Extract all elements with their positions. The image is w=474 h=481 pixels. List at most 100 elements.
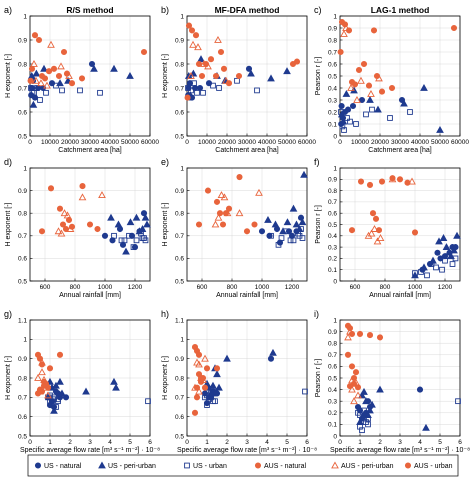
y-tick-label: 0.9 <box>328 177 337 184</box>
data-point-aus-triangle <box>344 333 352 341</box>
chart-panel-d: 600 800 1000 1200 0.5 0.6 0.7 0.8 0.9 1 Annual rai… <box>4 157 151 299</box>
data-point-aus-circle <box>60 48 68 56</box>
y-tick-label: 0.2 <box>328 109 337 116</box>
data-point-aus-triangle <box>187 71 195 79</box>
data-point-us-circle <box>266 232 273 239</box>
y-axis-label: Pearson r [-] <box>315 359 322 398</box>
data-points <box>34 351 151 414</box>
y-tick-label: 0.5 <box>175 278 184 285</box>
data-point-us-triangle <box>420 263 428 271</box>
data-point-aus-circle <box>378 88 386 95</box>
y-axis-label: H exponent [-] <box>162 54 169 98</box>
legend-label: US - natural <box>44 463 82 470</box>
data-point-us-triangle <box>32 69 41 77</box>
y-tick-label: 0 <box>333 433 337 440</box>
data-point-us-triangle <box>420 83 428 91</box>
data-point-aus-triangle <box>65 71 73 79</box>
y-tick-label: 0.7 <box>18 85 27 92</box>
data-point-us-square <box>133 237 140 244</box>
data-point-us-triangle <box>40 64 48 72</box>
data-point-us-square <box>290 237 297 244</box>
data-point-us-triangle <box>360 387 368 395</box>
data-point-us-triangle <box>126 71 134 79</box>
data-point-us-square <box>428 261 435 267</box>
data-point-us-square <box>208 390 214 397</box>
data-point-aus-triangle <box>36 387 44 395</box>
data-point-aus-circle <box>337 48 344 56</box>
data-point-us-square <box>387 115 393 121</box>
panel-letter: f) <box>314 157 320 167</box>
y-tick-label: 0.6 <box>328 211 337 218</box>
data-point-us-triangle <box>223 354 231 362</box>
data-point-aus-circle <box>344 351 352 358</box>
data-point-us-triangle <box>298 218 307 226</box>
data-point-aus-circle <box>68 80 76 87</box>
y-tick-label: 0.7 <box>175 85 184 92</box>
data-points <box>38 183 151 255</box>
data-point-us-triangle <box>141 213 150 221</box>
data-point-us-square <box>283 228 289 235</box>
data-point-us-circle <box>285 228 293 235</box>
x-tick-label: 5 <box>438 439 442 446</box>
y-tick-label: 0 <box>333 278 337 285</box>
y-tick-label: 0.9 <box>175 37 184 44</box>
data-point-us-triangle <box>376 385 384 393</box>
y-tick-label: 0.7 <box>175 233 184 240</box>
data-point-us-circle <box>128 232 136 239</box>
data-point-us-circle <box>288 232 296 239</box>
y-axis-label: Pearson r [-] <box>315 57 322 96</box>
data-point-aus-triangle <box>63 211 72 219</box>
data-point-us-triangle <box>450 246 458 254</box>
y-tick-label: 1 <box>23 165 27 172</box>
data-point-us-triangle <box>342 89 351 97</box>
data-point-us-circle <box>416 386 424 393</box>
x-tick-label: 3 <box>245 439 249 446</box>
y-tick-label: 0.7 <box>18 233 27 240</box>
legend: US - natural US - peri-urban US - urban AUS… <box>27 454 459 477</box>
y-tick-label: 0.9 <box>18 188 27 195</box>
legend-item: US - urban <box>184 462 227 470</box>
x-tick-label: 40000 <box>411 139 429 146</box>
data-point-aus-triangle <box>204 62 212 70</box>
y-tick-label: 0.6 <box>328 364 337 371</box>
data-point-us-square <box>357 412 363 418</box>
x-tick-label: 10000 <box>41 139 59 146</box>
data-point-us-square <box>339 123 346 130</box>
legend-item: US - peri-urban <box>98 461 156 470</box>
y-tick-label: 0.3 <box>328 97 337 104</box>
data-point-us-square <box>200 89 206 96</box>
x-tick-label: 4 <box>108 439 112 446</box>
y-tick-label: 0.6 <box>18 256 27 263</box>
data-point-aus-circle <box>41 75 49 82</box>
data-point-us-square <box>53 82 59 89</box>
data-point-us-square <box>275 241 282 248</box>
data-points <box>184 22 301 101</box>
data-point-us-square <box>204 392 210 399</box>
chart-panel-e: 600 800 1000 1200 0.5 0.6 0.7 0.8 0.9 1 Annual rai… <box>161 157 308 299</box>
y-tick-label: 1 <box>180 337 184 344</box>
y-axis-label: H exponent [-] <box>162 356 169 400</box>
data-point-us-triangle <box>110 377 118 385</box>
y-tick-label: 0.4 <box>328 233 337 240</box>
x-tick-label: 0 <box>185 139 189 146</box>
data-point-us-square <box>418 269 424 275</box>
y-tick-label: 0.1 <box>328 422 337 429</box>
plot-frame <box>186 167 308 282</box>
y-tick-label: 0.1 <box>328 121 337 128</box>
x-tick-label: 10000 <box>198 139 216 146</box>
x-tick-label: 0 <box>185 439 189 446</box>
y-tick-label: 0.6 <box>18 414 27 421</box>
data-point-us-square <box>51 396 57 403</box>
data-point-us-triangle <box>247 69 255 77</box>
y-tick-label: 0.6 <box>328 61 337 68</box>
data-point-aus-triangle <box>364 231 373 239</box>
data-point-aus-circle <box>212 72 220 80</box>
y-tick-label: 0.9 <box>175 188 184 195</box>
data-point-us-triangle <box>52 381 60 389</box>
y-tick-label: 0.4 <box>328 387 337 394</box>
data-point-aus-triangle <box>340 29 348 37</box>
legend-marker-circle <box>34 462 42 469</box>
data-point-aus-circle <box>355 66 363 74</box>
x-tick-label: 2 <box>378 439 382 446</box>
y-tick-label: 0.6 <box>175 256 184 263</box>
